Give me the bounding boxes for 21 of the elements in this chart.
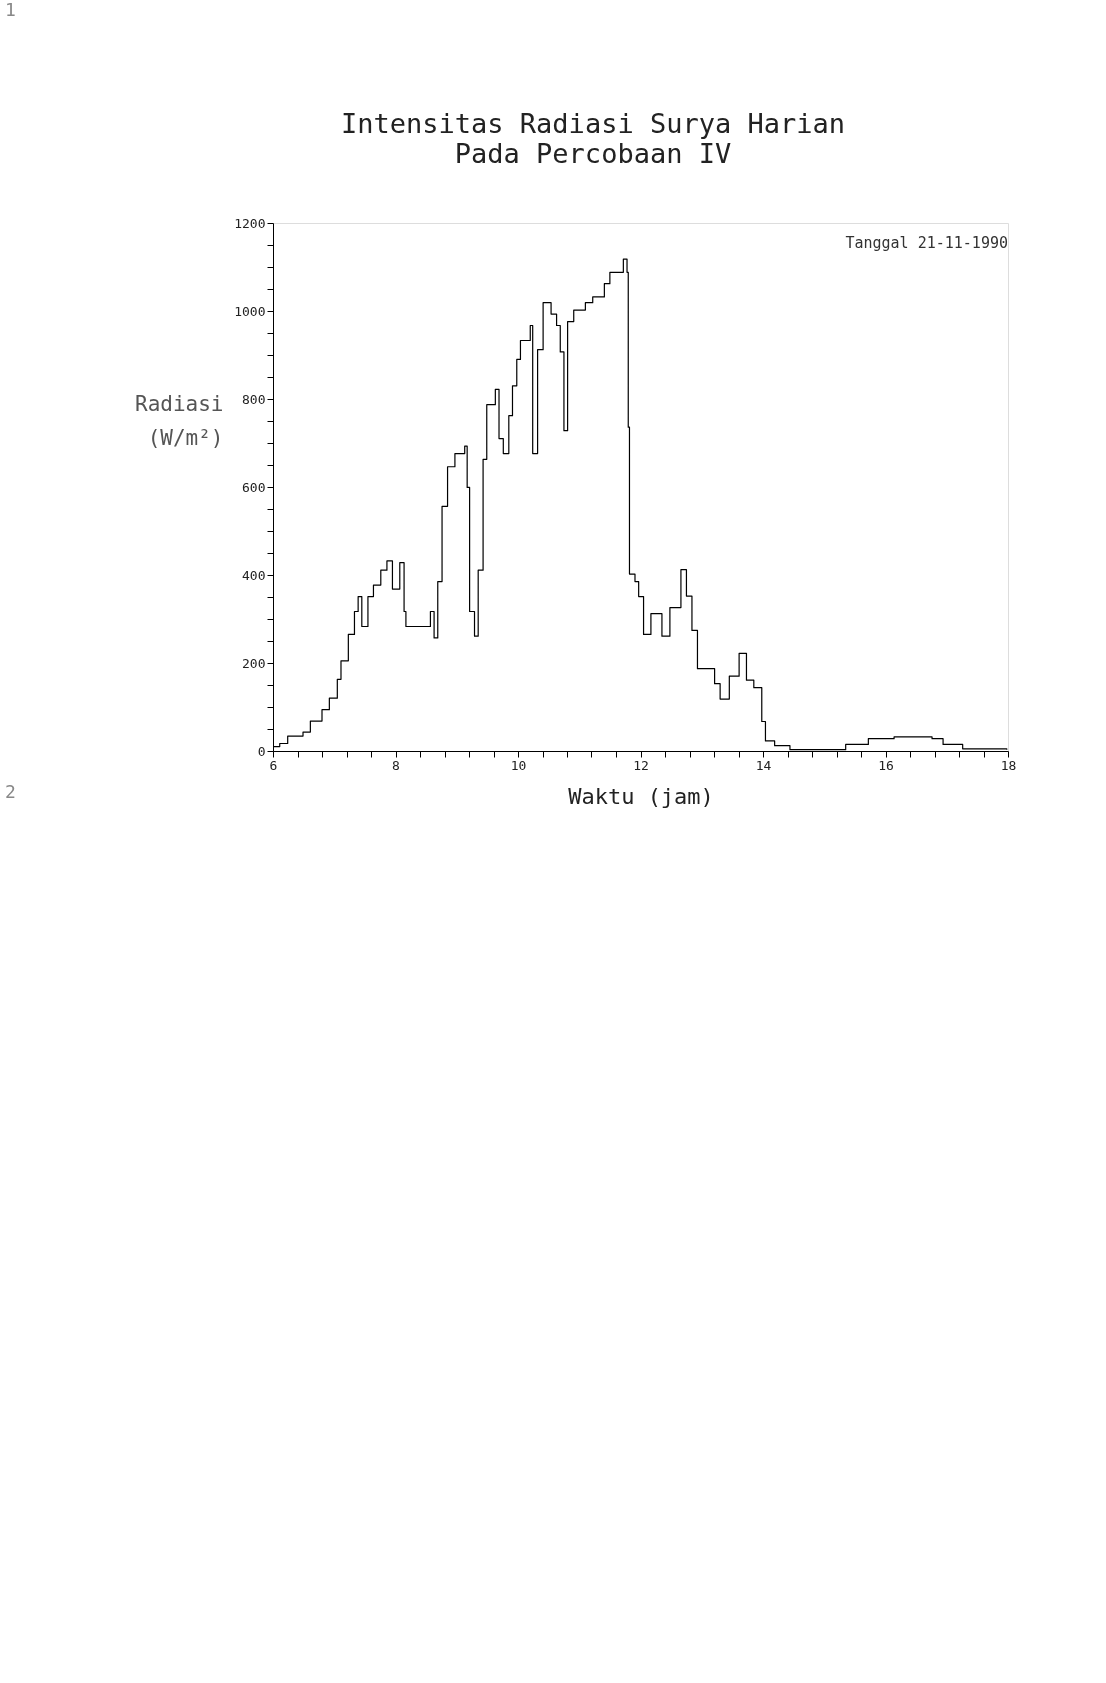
y-tick-label: 1200 [234, 215, 266, 231]
y-axis-title: Radiasi (W/m²) [134, 391, 224, 450]
text: 2 [5, 781, 16, 802]
y-tick-label: 800 [242, 391, 266, 407]
x-tick-label: 18 [1000, 757, 1017, 773]
text: 1 [5, 0, 16, 20]
x-tick-label: 14 [755, 757, 772, 773]
y-tick-label: 400 [242, 567, 266, 583]
y-tick-label: 200 [242, 655, 266, 671]
y-tick-label: 0 [257, 743, 266, 759]
x-tick-label: 16 [878, 757, 894, 773]
y-tick-label: 1000 [234, 303, 266, 319]
annotation: Tanggal 21-11-1990 [845, 234, 1008, 252]
y-tick-label: 600 [242, 479, 266, 495]
text: Intensitas Radiasi Surya Harian [341, 108, 845, 139]
x-tick-label: 12 [633, 757, 649, 773]
text: Pada Percobaan IV [454, 138, 732, 169]
x-tick-label: 8 [392, 757, 400, 773]
x-tick-label: 10 [510, 757, 527, 773]
x-axis-title: Waktu (jam) [568, 783, 714, 809]
x-tick-label: 6 [269, 757, 278, 773]
